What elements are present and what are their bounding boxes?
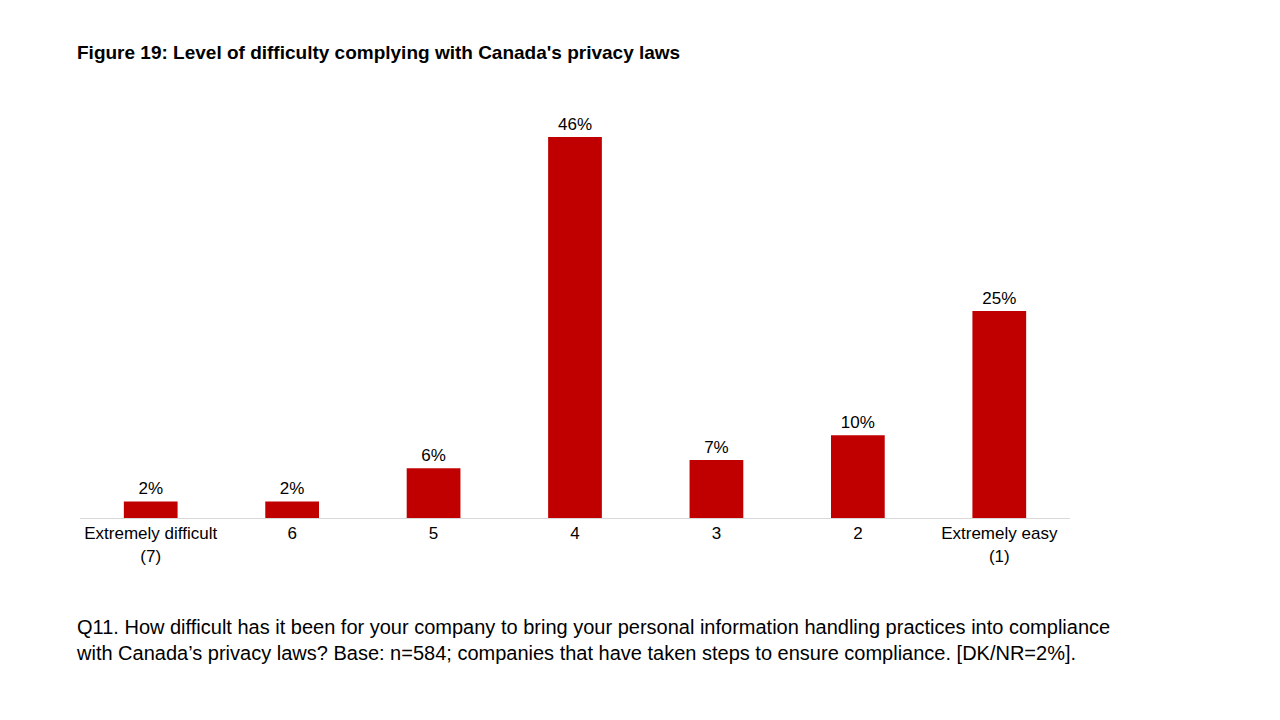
svg-text:5: 5 xyxy=(429,524,438,543)
svg-text:Figure 19: Level of difficulty: Figure 19: Level of difficulty complying… xyxy=(77,42,680,63)
svg-text:Extremely easy(1): Extremely easy(1) xyxy=(941,524,1058,565)
svg-text:Extremely difficult(7): Extremely difficult(7) xyxy=(84,524,217,565)
svg-text:3: 3 xyxy=(712,524,721,543)
svg-text:4: 4 xyxy=(570,524,579,543)
svg-text:6: 6 xyxy=(287,524,296,543)
svg-text:2%: 2% xyxy=(138,479,163,498)
svg-text:2: 2 xyxy=(853,524,862,543)
svg-text:7%: 7% xyxy=(704,438,729,457)
svg-text:10%: 10% xyxy=(841,413,875,432)
svg-text:6%: 6% xyxy=(421,446,446,465)
svg-text:25%: 25% xyxy=(982,289,1016,308)
svg-text:2%: 2% xyxy=(280,479,305,498)
svg-text:46%: 46% xyxy=(558,115,592,134)
html-text:Q11. How difficult has it been: Q11. How difficult has it been for your … xyxy=(77,616,1111,664)
